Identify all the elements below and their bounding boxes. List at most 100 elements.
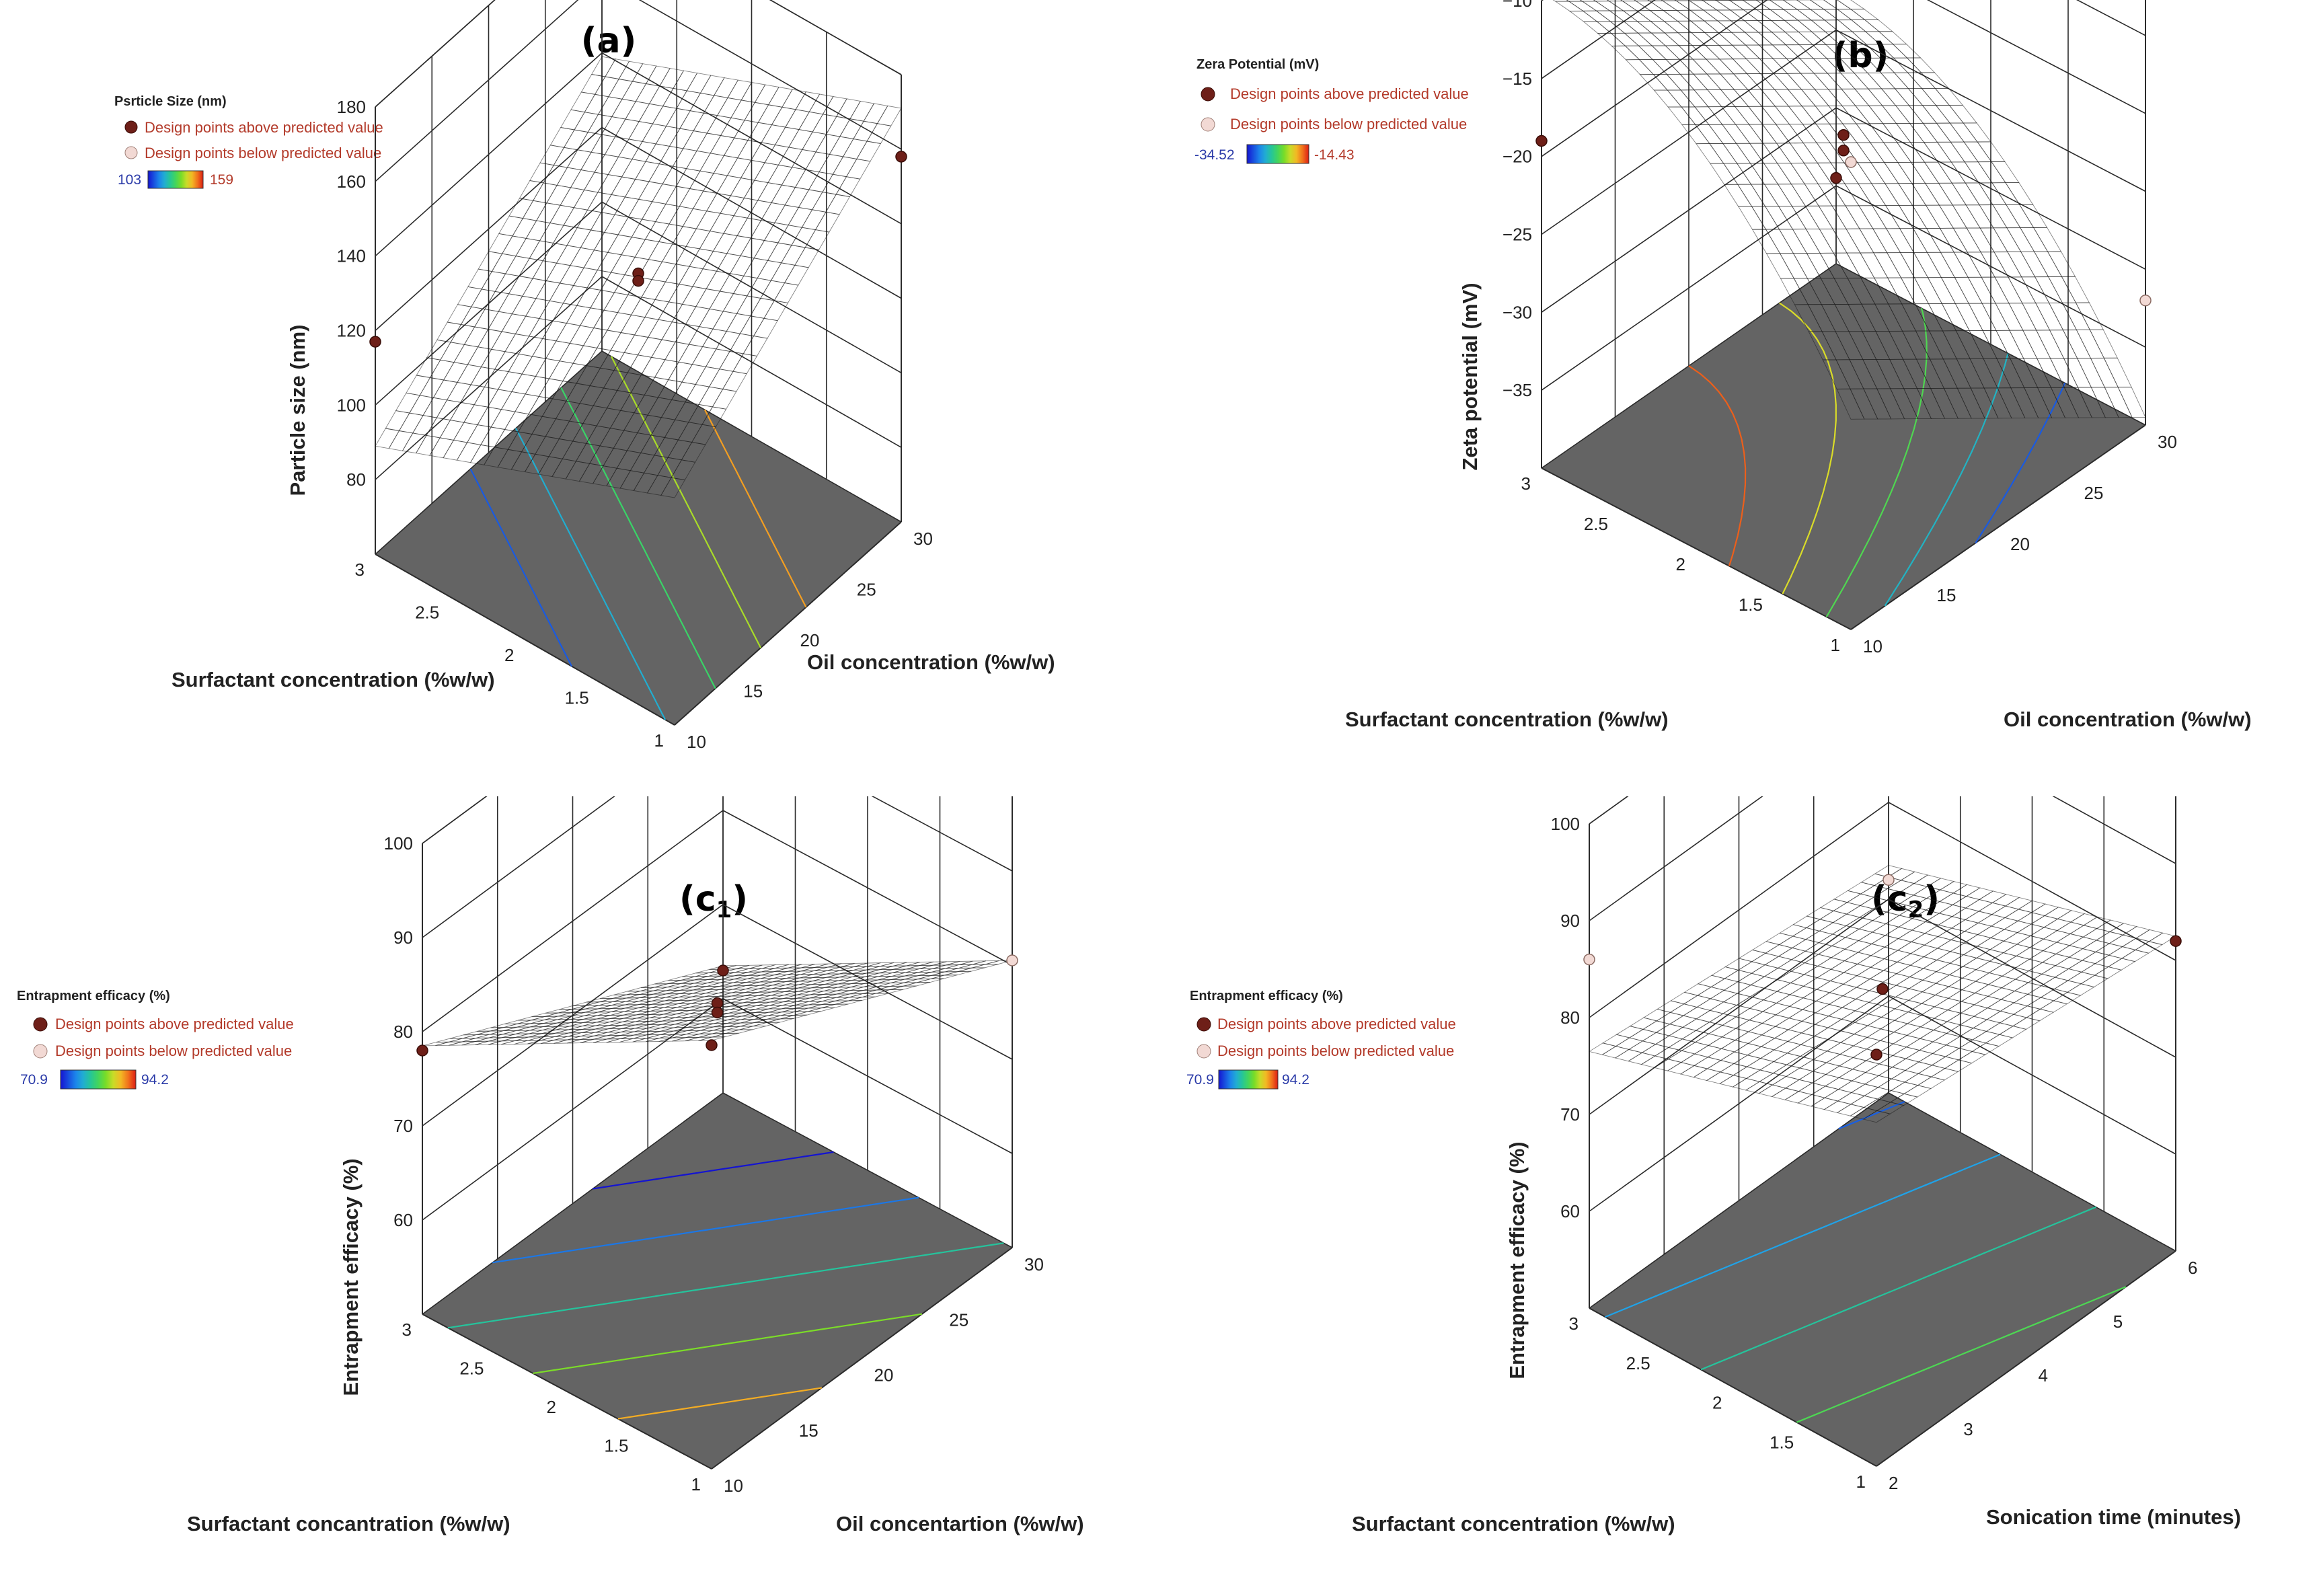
- surface-cell: [416, 358, 441, 378]
- surface-cell: [714, 233, 738, 254]
- surface-cell: [436, 400, 461, 420]
- surface-cell: [1735, 106, 1763, 124]
- surface-cell: [1772, 20, 1799, 32]
- surface-cell: [416, 435, 441, 455]
- surface-cell: [1772, 32, 1800, 45]
- surface-cell: [1778, 184, 1806, 206]
- surface-cell: [1785, 32, 1813, 45]
- surface-cell: [717, 254, 741, 274]
- surface-cell: [1851, 9, 1878, 20]
- surface-cell: [1734, 74, 1761, 90]
- surface-cell: [1979, 183, 2006, 205]
- surface-cell: [650, 86, 674, 106]
- surface-cell: [535, 358, 560, 379]
- surface-cell: [718, 98, 742, 118]
- surface-cell: [1690, 10, 1718, 21]
- surface-cell: [649, 164, 673, 184]
- surface-cell: [764, 301, 788, 321]
- surface-cell: [2041, 1001, 2067, 1012]
- surface-cell: [2076, 303, 2104, 330]
- surface-cell: [1763, 143, 1791, 163]
- surface-cell: [1937, 142, 1965, 162]
- surface-cell: [447, 383, 471, 403]
- chart-b-svg: (b) Zera Potential (mV) Design points ab…: [1160, 0, 2319, 796]
- surface-cell: [683, 131, 708, 151]
- surface-cell: [1954, 252, 1981, 277]
- surface-cell: [737, 218, 761, 238]
- ztick-a: 80: [346, 469, 366, 490]
- surface-cell: [550, 205, 574, 225]
- surface-cell: [619, 139, 643, 159]
- surface-cell: [1873, 229, 1901, 253]
- surface-cell: [601, 194, 625, 215]
- surface-cell: [512, 374, 536, 394]
- surface-cell: [471, 367, 495, 387]
- ztick-b: −15: [1503, 69, 1532, 89]
- surface-cell: [652, 106, 677, 126]
- surface-cell: [1955, 303, 1983, 330]
- surface-cell: [700, 153, 724, 174]
- axis-c2-zlabel: Entrapment efficacy (%): [1505, 1141, 1529, 1379]
- surface-cell: [1932, 1069, 1959, 1080]
- surface-cell: [1995, 303, 2023, 330]
- surface-cell: [679, 344, 703, 365]
- surface-cell: [1765, 184, 1792, 206]
- surface-cell: [1859, 206, 1887, 229]
- surface-cell: [621, 237, 646, 258]
- surface-cell: [707, 116, 731, 136]
- surface-cell: [467, 425, 492, 445]
- surface-cell: [1950, 142, 1978, 162]
- surface-cell: [1731, 10, 1758, 21]
- grid-zline-c2: [1589, 796, 2176, 824]
- surface-cell: [2049, 303, 2077, 330]
- surface-cell: [628, 199, 652, 219]
- surface-cell: [1959, 1051, 1985, 1063]
- surface-cell: [1796, 0, 1824, 9]
- surface-cell: [1612, 46, 1640, 60]
- surface-cell: [789, 130, 813, 150]
- surface-cell: [1583, 1, 1610, 11]
- surface-cell: [706, 349, 730, 369]
- surface-cell: [812, 192, 837, 213]
- ztick-c1: 100: [384, 833, 413, 853]
- legend-a-above-marker: [125, 121, 137, 133]
- surface-cell: [1736, 124, 1763, 143]
- design-point-c1: [712, 1008, 723, 1018]
- surface-cell: [847, 159, 871, 179]
- surface-cell: [523, 200, 547, 221]
- surface-cell: [1804, 184, 1832, 206]
- surface-cell: [666, 264, 690, 284]
- surface-cell: [2026, 1009, 2053, 1020]
- surface-cell: [652, 262, 676, 282]
- surface-cell: [1894, 58, 1922, 73]
- surface-cell: [769, 87, 793, 108]
- ztick-b: −20: [1503, 147, 1532, 167]
- surface-cell: [843, 139, 868, 159]
- surface-cell: [761, 125, 786, 145]
- surface-cell: [1886, 205, 1913, 228]
- surface-cell: [1950, 123, 1977, 142]
- surface-cell: [652, 184, 677, 204]
- grid-zline-a: [375, 128, 901, 331]
- surface-cell: [687, 73, 711, 93]
- surface-cell: [1978, 162, 2006, 183]
- surface-cell: [1940, 252, 1968, 277]
- surface-cell: [786, 110, 810, 130]
- surface-cell: [642, 124, 667, 144]
- surface-cell: [656, 204, 680, 224]
- surface-cell: [1570, 11, 1597, 22]
- design-point-b: [1846, 157, 1856, 167]
- grid-zline-b: [1542, 0, 2145, 1]
- surface-cell: [556, 324, 580, 344]
- legend-c1-above-text: Design points above predicted value: [55, 1016, 294, 1032]
- axis-c2-xlabel: Sonication time (minutes): [1986, 1505, 2241, 1529]
- surface-cell: [1856, 124, 1884, 143]
- surface-cell: [1925, 162, 1952, 183]
- surface-cell: [2034, 227, 2061, 252]
- surface-cell: [1695, 107, 1722, 125]
- surface-cell: [2006, 204, 2034, 227]
- legend-a-min: 103: [118, 172, 141, 188]
- ytick-a: 2: [504, 645, 514, 665]
- xtick-b: 20: [2010, 534, 2030, 554]
- surface-cell: [526, 299, 550, 319]
